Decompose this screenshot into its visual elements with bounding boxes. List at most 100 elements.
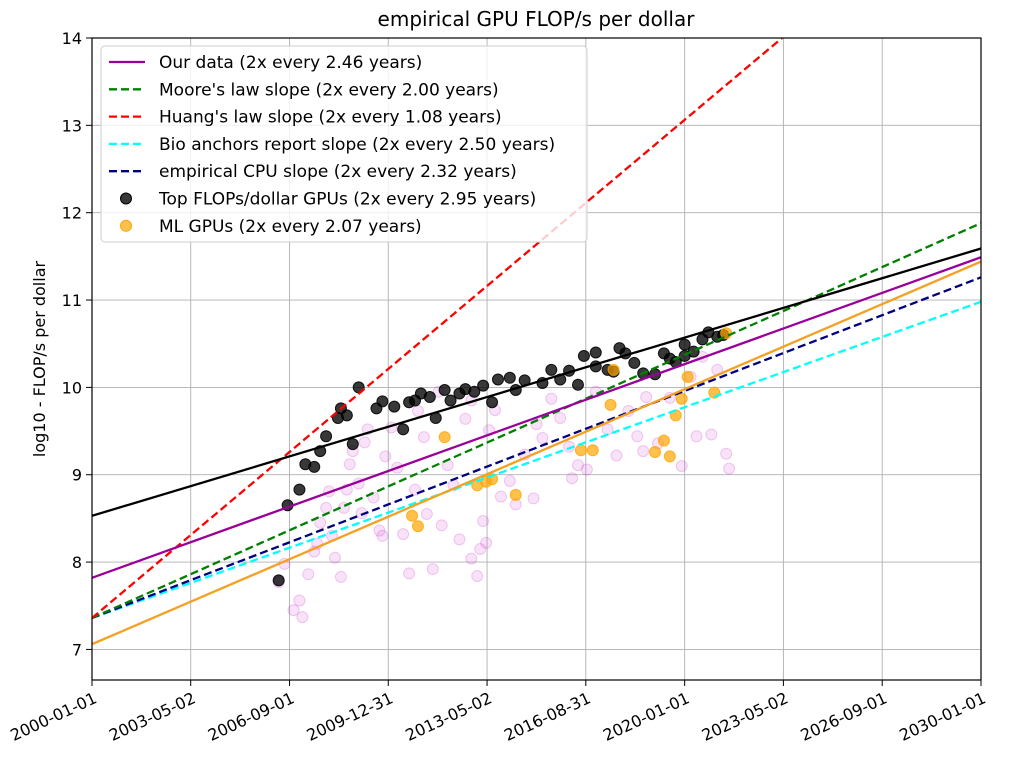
ml-gpu-point <box>574 444 587 457</box>
all-gpu-point <box>426 563 439 576</box>
ml-gpu-point <box>681 370 694 383</box>
y-tick-label: 9 <box>72 466 82 485</box>
ml-gpu-point <box>438 431 451 444</box>
all-gpu-point <box>465 552 478 565</box>
top-gpu-point <box>272 574 285 587</box>
ml-gpu-point <box>406 509 419 522</box>
ml-gpu-point <box>509 488 522 501</box>
y-tick-label: 14 <box>62 29 82 48</box>
top-gpu-point <box>444 394 457 407</box>
top-gpu-point <box>468 385 481 398</box>
legend-entry: ML GPUs (2x every 2.07 years) <box>120 217 422 237</box>
all-gpu-point <box>459 412 472 425</box>
all-gpu-point <box>494 490 507 503</box>
top-gpu-point <box>423 390 436 403</box>
legend-label: Top FLOPs/dollar GPUs (2x every 2.95 yea… <box>158 190 536 210</box>
cpu-slope-line <box>92 276 981 620</box>
all-gpu-point <box>471 570 484 583</box>
ml-gpu-point <box>649 446 662 459</box>
all-gpu-point <box>675 460 688 472</box>
top-gpu-point <box>346 438 359 451</box>
y-tick-label: 7 <box>72 640 82 659</box>
all-gpu-point <box>536 432 549 445</box>
all-gpu-point <box>527 492 540 505</box>
bio-anchors-line <box>92 300 981 620</box>
legend-label: empirical CPU slope (2x every 2.32 years… <box>159 162 517 182</box>
top-gpu-point <box>308 460 321 473</box>
all-gpu-point <box>435 519 448 532</box>
all-gpu-point <box>631 430 644 443</box>
x-tick-label: 2006-09-01 <box>205 688 297 745</box>
all-gpu-point <box>640 390 653 403</box>
all-gpu-point <box>601 423 614 436</box>
all-gpu-point <box>314 516 327 529</box>
x-tick-label: 2023-05-02 <box>699 688 791 745</box>
legend-label: Bio anchors report slope (2x every 2.50 … <box>159 135 555 155</box>
top-gpu-point <box>628 356 641 369</box>
top-gpu-point <box>388 400 401 413</box>
x-tick-label: 2030-01-01 <box>896 688 988 745</box>
trend-lines <box>92 38 981 646</box>
legend-label: ML GPUs (2x every 2.07 years) <box>159 217 422 237</box>
all-gpu-point <box>293 594 306 607</box>
all-gpu-point <box>480 536 493 549</box>
ml-gpu-point <box>675 392 688 405</box>
top-gpu-fit-line <box>92 247 981 517</box>
legend: Our data (2x every 2.46 years) Moore's la… <box>100 45 588 243</box>
top-gpu-point <box>293 483 306 496</box>
top-gpu-point <box>477 379 490 392</box>
legend-box <box>100 45 588 243</box>
huangs-law-line <box>92 38 783 619</box>
all-gpu-point <box>477 515 490 528</box>
all-gpu-point <box>376 529 389 542</box>
plot-frame <box>91 37 982 681</box>
y-tick-label: 11 <box>62 291 82 310</box>
legend-entry: Bio anchors report slope (2x every 2.50 … <box>109 135 555 155</box>
legend-entry: Top FLOPs/dollar GPUs (2x every 2.95 yea… <box>120 190 536 210</box>
all-gpu-point <box>397 528 410 541</box>
all-gpu-point <box>403 567 416 580</box>
all-gpu-point <box>411 404 424 417</box>
all-gpu-point <box>420 508 433 521</box>
top-gpu-point <box>577 349 590 362</box>
legend-label: Huang's law slope (2x every 1.08 years) <box>159 108 502 128</box>
all-gpu-point <box>690 430 703 443</box>
all-gpu-point <box>503 474 516 487</box>
top-gpu-point <box>545 363 558 376</box>
all-gpu-point <box>723 462 736 475</box>
legend-marker <box>120 219 132 232</box>
all-gpu-point <box>474 542 487 555</box>
y-tick-label: 13 <box>62 116 82 135</box>
x-tick-label: 2003-05-02 <box>106 688 198 745</box>
all-gpu-point <box>334 570 347 583</box>
top-gpu-point <box>376 395 389 408</box>
x-tick-label: 2020-01-01 <box>600 688 692 745</box>
top-gpu-point <box>491 373 504 386</box>
top-gpu-point <box>486 396 499 409</box>
all-gpu-point <box>302 568 315 581</box>
all-gpu-point <box>328 551 341 564</box>
all-gpu-point <box>580 463 593 476</box>
y-tick-label: 12 <box>62 204 82 223</box>
y-tick-label: 8 <box>72 553 82 572</box>
all-gpu-point <box>720 447 733 460</box>
all-gpu-point <box>287 604 300 617</box>
all-gpu-point <box>563 440 576 453</box>
y-axis-label: log10 - FLOP/s per dollar <box>30 260 49 457</box>
all-gpu-point <box>571 459 584 472</box>
legend-entry: Our data (2x every 2.46 years) <box>109 53 422 73</box>
all-gpu-point <box>545 392 558 405</box>
ml-gpu-point <box>604 398 617 411</box>
all-gpu-point <box>373 524 386 537</box>
all-gpu-point <box>637 445 650 458</box>
legend-label: Our data (2x every 2.46 years) <box>159 53 422 73</box>
top-gpu-point <box>503 371 516 384</box>
all-gpu-point <box>343 458 356 471</box>
all-gpu-point <box>379 450 392 463</box>
legend-marker <box>120 192 132 205</box>
legend-label: Moore's law slope (2x every 2.00 years) <box>159 80 499 100</box>
legend-entry: Huang's law slope (2x every 1.08 years) <box>109 108 502 128</box>
top-gpu-point <box>340 409 353 422</box>
top-gpu-point <box>320 430 333 443</box>
